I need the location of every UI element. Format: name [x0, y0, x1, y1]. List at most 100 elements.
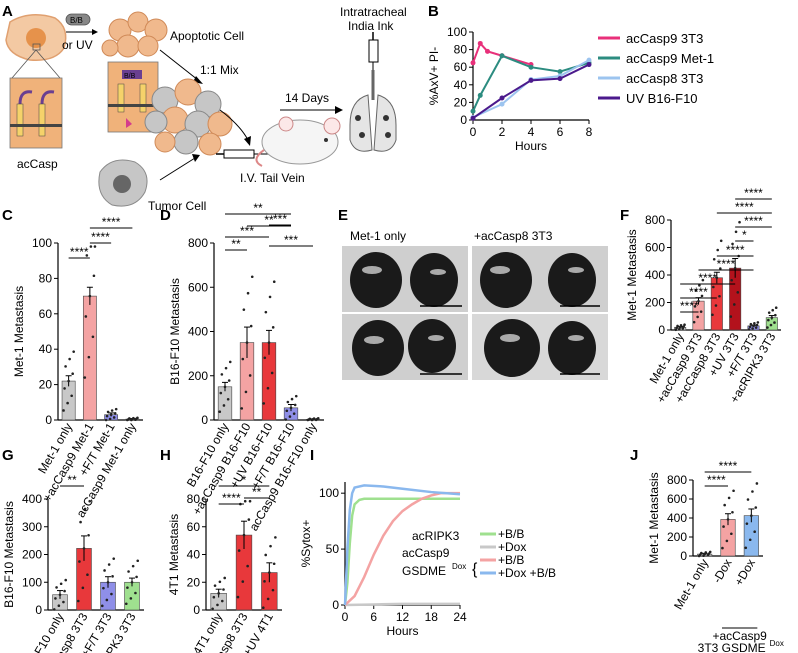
data-point	[63, 387, 66, 390]
y-tick-label: 0	[332, 598, 339, 612]
lungs-icon	[349, 70, 397, 152]
data-point	[106, 410, 110, 414]
photo-panel-e: Met-1 only +acCasp8 3T3	[342, 229, 608, 380]
data-point	[528, 64, 534, 70]
data-point	[263, 356, 267, 360]
lung-image	[480, 252, 532, 308]
data-point	[293, 403, 297, 407]
data-point	[312, 417, 316, 420]
data-point	[237, 549, 241, 552]
data-point	[84, 315, 88, 318]
data-point	[127, 570, 130, 573]
x-tick-label: 24	[453, 610, 467, 624]
data-point	[220, 373, 224, 376]
data-point	[766, 326, 769, 329]
data-point	[241, 357, 245, 361]
panel-label-i: I	[310, 447, 314, 464]
bb-pill	[65, 13, 91, 26]
data-point	[726, 518, 730, 521]
data-point	[112, 557, 116, 560]
x-tick-label: 2	[499, 125, 506, 139]
y-tick-label: 40	[39, 342, 53, 356]
data-point	[676, 324, 679, 328]
data-point	[54, 597, 57, 600]
data-point	[71, 372, 74, 376]
y-tick-label: 200	[188, 369, 208, 383]
significance-label: ****	[735, 200, 754, 214]
data-point	[108, 417, 112, 421]
data-point	[242, 308, 246, 311]
data-point	[109, 413, 113, 416]
tumor-label: Tumor Cell	[148, 199, 206, 213]
panel-label-f: F	[620, 207, 629, 224]
data-point	[752, 324, 755, 328]
y-tick-label: 60	[39, 307, 53, 321]
data-point	[700, 294, 704, 298]
significance-label: ***	[273, 212, 287, 226]
panel-label-h: H	[160, 447, 171, 464]
panel-label-b: B	[428, 3, 439, 20]
data-point	[241, 580, 245, 583]
x-axis-title: Hours	[515, 139, 547, 153]
y-tick-label: 0	[35, 603, 42, 617]
x-axis-title: Hours	[386, 624, 418, 638]
data-point	[262, 402, 266, 405]
panel-label-c: C	[2, 207, 13, 224]
data-point	[700, 551, 703, 555]
data-point	[712, 257, 716, 261]
data-point	[67, 379, 70, 383]
data-point	[751, 490, 754, 493]
data-point	[771, 308, 775, 312]
data-point	[769, 323, 773, 327]
data-point	[694, 289, 698, 292]
data-point	[286, 400, 290, 404]
x-tick-label: 0	[342, 610, 349, 624]
legend-group-label: acRIPK3	[412, 529, 460, 543]
series-line	[344, 602, 460, 607]
lung-image	[408, 319, 456, 373]
legend-group-label: GSDME	[402, 564, 446, 578]
x-tick-label: 8	[586, 125, 593, 139]
data-point	[751, 327, 754, 330]
data-point	[113, 411, 117, 415]
data-point	[245, 341, 249, 344]
data-point	[240, 407, 244, 410]
data-point	[248, 499, 252, 503]
significance-label: *	[242, 473, 247, 487]
data-point	[103, 569, 106, 572]
india-ink-label: India Ink	[348, 19, 394, 33]
legend-label: +Dox	[498, 540, 526, 554]
data-point	[770, 316, 774, 319]
data-point	[128, 417, 131, 420]
data-point	[242, 533, 246, 537]
x-tick-label: 6	[557, 125, 564, 139]
lung-image	[350, 252, 402, 308]
data-point	[224, 366, 228, 370]
data-point	[105, 414, 109, 418]
data-point	[87, 533, 90, 537]
legend-group-sup: Dox	[452, 562, 466, 571]
data-point	[223, 576, 227, 580]
data-point	[712, 285, 715, 289]
data-point	[586, 57, 592, 63]
data-point	[718, 294, 721, 298]
bar	[710, 277, 723, 331]
significance-label: *	[742, 228, 747, 242]
data-point	[733, 266, 737, 270]
data-point	[738, 220, 741, 224]
data-point	[131, 564, 135, 568]
y-tick-label: 800	[667, 473, 687, 487]
data-point	[266, 386, 270, 390]
legend-label: +B/B	[498, 527, 524, 541]
data-point	[714, 304, 718, 307]
y-tick-label: 0	[201, 413, 208, 427]
data-point	[693, 305, 697, 308]
y-tick-label: 400	[188, 325, 208, 339]
x-tick-label: 4	[528, 125, 535, 139]
lung-image	[484, 319, 540, 377]
data-point	[52, 608, 56, 611]
data-point	[213, 584, 217, 587]
panel-label-e: E	[338, 207, 348, 224]
data-point	[92, 274, 96, 278]
